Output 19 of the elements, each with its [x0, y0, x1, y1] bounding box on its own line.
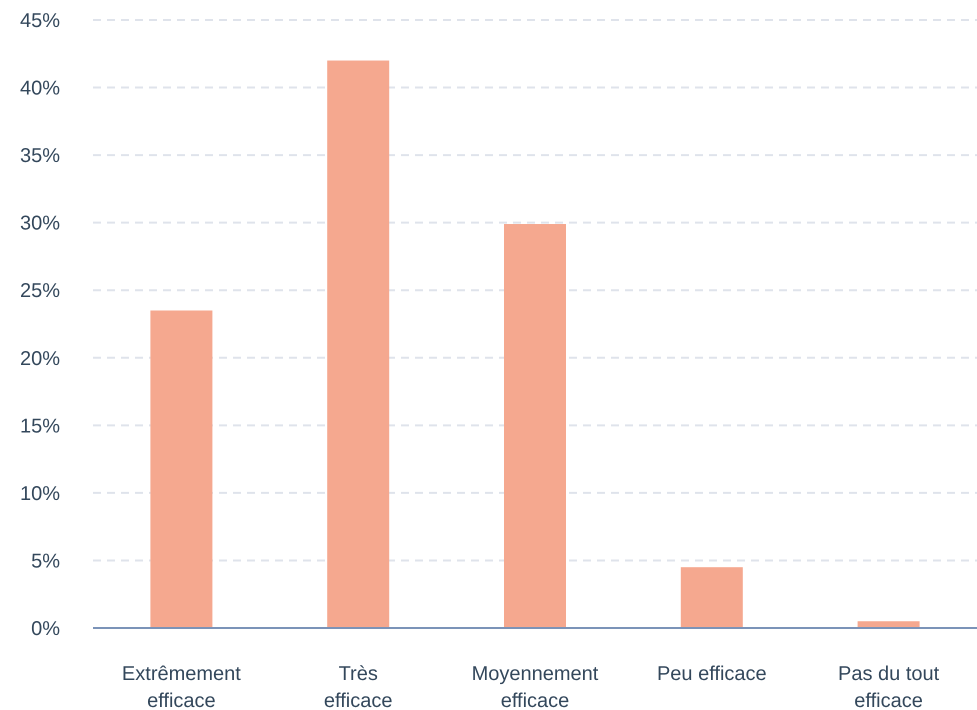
y-tick-label: 45%	[20, 10, 60, 32]
bar	[327, 60, 390, 628]
x-tick-label: Moyennement efficace	[472, 663, 599, 710]
x-tick-label: Peu efficace	[656, 663, 767, 685]
bar	[504, 224, 566, 628]
y-tick-label: 40%	[20, 78, 60, 100]
y-tick-label: 0%	[31, 618, 60, 640]
y-tick-label: 10%	[20, 482, 60, 505]
y-tick-label: 20%	[20, 348, 60, 370]
y-tick-label: 5%	[31, 550, 60, 572]
x-tick-label: Extrêmement efficace	[122, 663, 242, 710]
y-tick-label: 35%	[20, 145, 60, 168]
y-tick-label: 15%	[20, 415, 60, 438]
bar	[680, 567, 743, 628]
bar	[150, 310, 212, 628]
y-tick-label: 25%	[20, 280, 60, 302]
x-tick-label: Pas du tout efficace	[838, 663, 940, 710]
y-tick-label: 30%	[20, 212, 60, 235]
x-tick-label: Très efficace	[324, 663, 392, 710]
